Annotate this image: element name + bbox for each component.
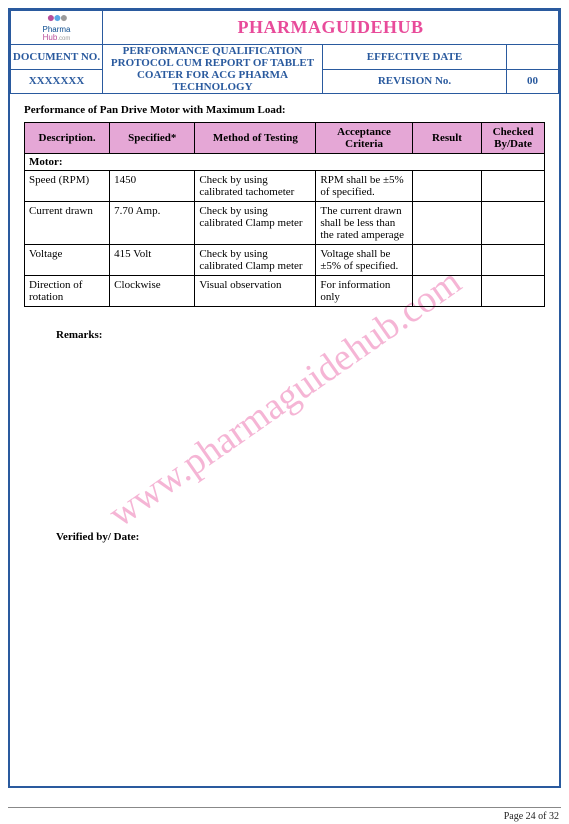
cell-method: Check by using calibrated Clamp meter	[195, 202, 316, 245]
table-row: Voltage 415 Volt Check by using calibrat…	[25, 245, 545, 276]
cell-acc: The current drawn shall be less than the…	[316, 202, 412, 245]
cell-result	[412, 245, 481, 276]
cell-acc: RPM shall be ±5% of specified.	[316, 171, 412, 202]
cell-spec: 7.70 Amp.	[110, 202, 195, 245]
remarks-label: Remarks:	[56, 329, 545, 341]
motor-table: Description. Specified* Method of Testin…	[24, 122, 545, 307]
cell-method: Check by using calibrated tachometer	[195, 171, 316, 202]
col-method: Method of Testing	[195, 123, 316, 154]
brand-cell: PHARMAGUIDEHUB	[103, 11, 559, 45]
logo-cell: ●●● PharmaHub.com	[11, 11, 103, 45]
effective-date-value	[507, 45, 559, 70]
cell-result	[412, 276, 481, 307]
cell-chk	[482, 276, 545, 307]
cell-spec: Clockwise	[110, 276, 195, 307]
cell-chk	[482, 202, 545, 245]
doc-no-value: XXXXXXX	[11, 69, 103, 94]
table-row: Current drawn 7.70 Amp. Check by using c…	[25, 202, 545, 245]
col-description: Description.	[25, 123, 110, 154]
col-result: Result	[412, 123, 481, 154]
col-checked: Checked By/Date	[482, 123, 545, 154]
cell-method: Visual observation	[195, 276, 316, 307]
cell-acc: For information only	[316, 276, 412, 307]
cell-result	[412, 171, 481, 202]
doc-no-label: DOCUMENT NO.	[11, 45, 103, 70]
cell-chk	[482, 245, 545, 276]
content-area: Performance of Pan Drive Motor with Maxi…	[10, 94, 559, 543]
revision-value: 00	[507, 69, 559, 94]
section-row: Motor:	[25, 154, 545, 171]
revision-label: REVISION No.	[323, 69, 507, 94]
cell-spec: 415 Volt	[110, 245, 195, 276]
effective-date-label: EFFECTIVE DATE	[323, 45, 507, 70]
cell-desc: Current drawn	[25, 202, 110, 245]
verified-by-label: Verified by/ Date:	[56, 531, 545, 543]
table-row: Direction of rotation Clockwise Visual o…	[25, 276, 545, 307]
section-row-label: Motor:	[25, 154, 545, 171]
footer-line	[8, 807, 561, 808]
cell-desc: Speed (RPM)	[25, 171, 110, 202]
section-title: Performance of Pan Drive Motor with Maxi…	[24, 104, 545, 116]
col-specified: Specified*	[110, 123, 195, 154]
cell-result	[412, 202, 481, 245]
col-acceptance: Acceptance Criteria	[316, 123, 412, 154]
table-row: Speed (RPM) 1450 Check by using calibrat…	[25, 171, 545, 202]
document-page: www.pharmaguidehub.com ●●● PharmaHub.com…	[8, 8, 561, 788]
header-table: ●●● PharmaHub.com PHARMAGUIDEHUB DOCUMEN…	[10, 10, 559, 94]
logo: ●●● PharmaHub.com	[42, 12, 70, 42]
brand-title: PHARMAGUIDEHUB	[103, 17, 558, 38]
cell-chk	[482, 171, 545, 202]
page-footer: Page 24 of 32	[504, 811, 559, 822]
doc-title: PERFORMANCE QUALIFICATION PROTOCOL CUM R…	[103, 45, 323, 94]
cell-desc: Voltage	[25, 245, 110, 276]
cell-acc: Voltage shall be ±5% of specified.	[316, 245, 412, 276]
cell-spec: 1450	[110, 171, 195, 202]
cell-desc: Direction of rotation	[25, 276, 110, 307]
cell-method: Check by using calibrated Clamp meter	[195, 245, 316, 276]
table-header-row: Description. Specified* Method of Testin…	[25, 123, 545, 154]
